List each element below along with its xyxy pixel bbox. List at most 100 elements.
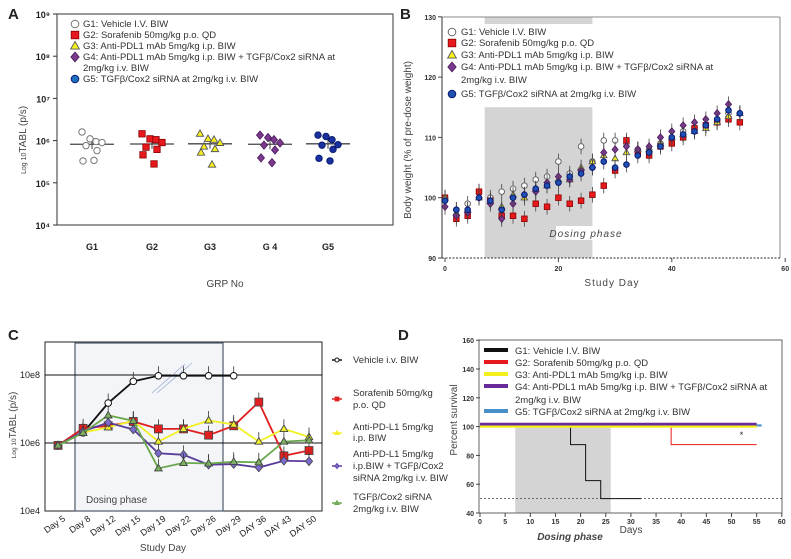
data-point — [154, 371, 163, 380]
data-point — [209, 134, 219, 143]
x-tick-label: 50 — [728, 519, 736, 526]
legend-label: G2: Sorafenib 50mg/kg p.o. QD — [515, 358, 648, 369]
x-tick-label: 35 — [652, 519, 660, 526]
data-point — [142, 143, 150, 151]
legend-label: G4: Anti-PDL1 mAb 5mg/kg i.p. BIW + TGFβ… — [83, 52, 335, 63]
panel-b-chart: 90 100 110 120 130 0 20 40 60 Study Day Body weigh… — [403, 15, 789, 289]
series-5 — [441, 102, 744, 218]
legend-marker — [446, 49, 458, 59]
data-point — [304, 435, 314, 444]
legend-label: i.p.BIW + TGFβ/Cox2 — [353, 461, 444, 472]
legend-marker — [334, 462, 340, 470]
legend-marker — [334, 396, 340, 402]
y-axis-label-prefix: Log 10 — [11, 438, 18, 458]
legend-label-cont: 2mg/kg i.v. BIW — [515, 395, 581, 406]
dosing-phase-label: Dosing phase — [549, 229, 622, 240]
data-point — [566, 200, 573, 207]
x-tick-label: Day 12 — [88, 513, 117, 538]
y-tick-label: 40 — [466, 511, 474, 518]
data-point — [152, 136, 160, 144]
data-point — [498, 188, 506, 195]
panel-d-chart: 40 60 80 100 120 140 160 0 5 10 15 20 25 30 35 40 45 50 55… — [449, 338, 786, 543]
data-point — [269, 134, 279, 145]
data-point — [329, 145, 337, 154]
data-point — [634, 152, 642, 159]
data-point — [509, 212, 517, 219]
data-point — [82, 141, 90, 150]
legend-swatch — [484, 348, 508, 352]
data-point — [196, 147, 206, 156]
y-axis-label: Percent survival — [449, 384, 460, 455]
dosing-shade-top — [484, 17, 593, 24]
data-point — [622, 142, 631, 151]
data-point — [255, 130, 265, 140]
legend-marker — [447, 89, 457, 99]
data-point — [326, 157, 334, 165]
x-tick-label: 15 — [552, 519, 560, 526]
data-point — [150, 160, 158, 168]
data-point — [207, 159, 217, 168]
x-tick-label: 0 — [478, 519, 482, 526]
data-point — [254, 436, 264, 445]
data-point — [713, 116, 721, 123]
data-point — [104, 399, 112, 407]
data-point — [267, 157, 277, 168]
y-tick-label: 60 — [466, 482, 474, 489]
legend-label: Anti-PD-L1 5mg/kg — [353, 422, 433, 433]
legend-swatch — [484, 409, 508, 413]
data-point — [254, 397, 264, 407]
x-tick-label: 30 — [627, 519, 635, 526]
data-point — [611, 164, 619, 171]
y-tick-label: 10⁷ — [36, 94, 50, 104]
y-tick-label: 80 — [466, 453, 474, 460]
legend-label: Vehicle i.v. BIW — [353, 355, 418, 366]
data-point — [90, 156, 98, 165]
data-point — [263, 132, 273, 143]
legend-label: G5: TGFβ/Cox2 siRNA at 2mg/kg i.v. BIW — [83, 74, 258, 85]
data-point — [555, 194, 562, 201]
x-tick-label: 40 — [668, 266, 676, 273]
data-point — [589, 191, 596, 198]
x-tick-label: Day 5 — [42, 513, 67, 535]
x-axis-label: Days — [620, 525, 643, 536]
x-tick-label: Day 29 — [214, 513, 243, 538]
data-point — [577, 197, 585, 204]
data-point — [103, 410, 113, 419]
legend-label: siRNA 2mg/kg i.v. BIW — [353, 473, 448, 484]
data-point — [259, 140, 269, 150]
legend-marker — [70, 30, 80, 40]
data-point — [334, 140, 342, 149]
data-point — [104, 417, 113, 428]
data-point — [589, 164, 596, 171]
data-point — [279, 424, 289, 432]
y-axis-label-main: TABL (p/s) — [8, 392, 19, 439]
data-point — [215, 138, 225, 146]
y-tick-label: 10e6 — [20, 438, 40, 448]
data-point — [543, 182, 551, 189]
x-tick-label: 0 — [443, 266, 447, 273]
data-point — [195, 129, 205, 137]
legend-label: G4: Anti-PDL1 mAb 5mg/kg i.p. BIW + TGFβ… — [515, 382, 767, 393]
legend-swatch — [484, 372, 508, 376]
x-tick-label: DAY 36 — [237, 513, 267, 539]
data-point — [314, 131, 322, 139]
y-tick-label: 130 — [424, 15, 436, 22]
x-tick-label: Day 19 — [138, 513, 167, 538]
data-point — [555, 179, 562, 186]
legend-label: i.p. BIW — [353, 433, 386, 444]
y-tick-label: 110 — [425, 135, 436, 142]
data-point — [555, 158, 562, 165]
y-tick-label: 10⁸ — [36, 52, 50, 62]
legend-label: Sorafenib 50mg/kg — [353, 388, 433, 399]
x-tick-label: Day 22 — [164, 513, 193, 538]
legend-label-cont: 2mg/kg i.v. BIW — [461, 75, 527, 86]
x-tick-label: 40 — [677, 519, 685, 526]
data-point — [204, 430, 214, 440]
data-point — [204, 458, 214, 467]
legend-label-cont: 2mg/kg i.v. BIW — [83, 63, 149, 74]
data-point — [153, 463, 163, 472]
y-tick-label: 10e4 — [20, 506, 40, 516]
data-point — [178, 458, 189, 466]
data-point — [256, 153, 266, 163]
